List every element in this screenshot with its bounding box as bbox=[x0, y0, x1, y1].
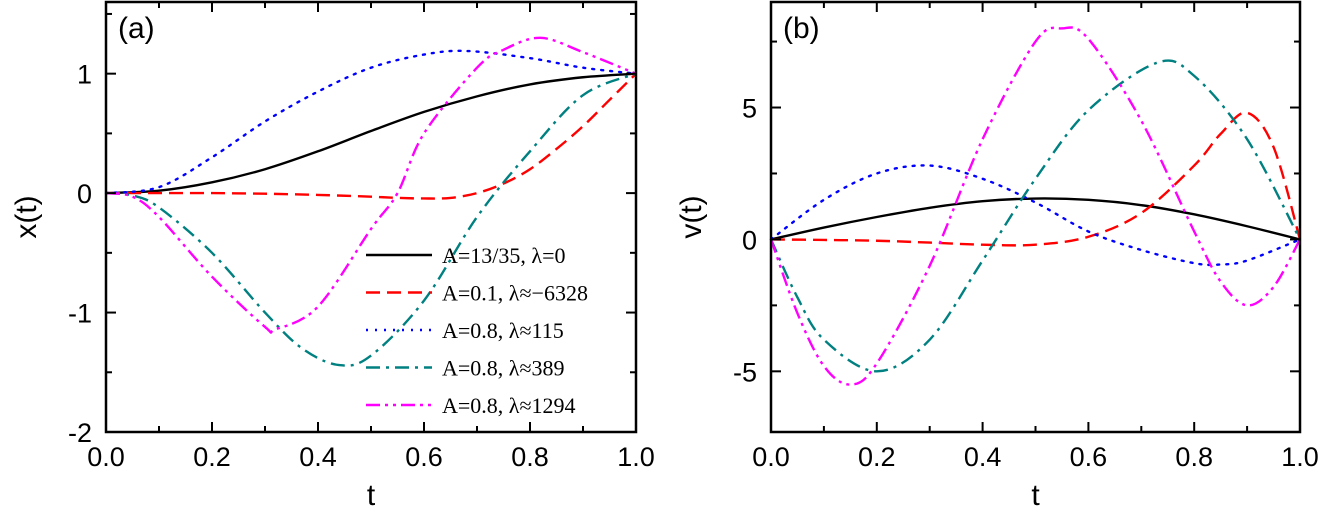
x-axis-label: t bbox=[1031, 479, 1040, 512]
panel-label: (a) bbox=[118, 12, 155, 45]
legend-label-4: A=0.8, λ≈1294 bbox=[442, 393, 576, 418]
legend-label-3: A=0.8, λ≈389 bbox=[442, 356, 565, 381]
y-axis-label: v(t) bbox=[675, 195, 708, 238]
legend-label-1: A=0.1, λ≈−6328 bbox=[442, 281, 588, 306]
x-tick-label: 0.4 bbox=[964, 442, 1002, 472]
x-tick-label: 0.2 bbox=[858, 442, 896, 472]
series-line-0 bbox=[770, 197, 1301, 241]
series-line-2 bbox=[769, 164, 1302, 267]
x-tick-label: 0.8 bbox=[511, 442, 549, 472]
panel-a: 0.0 0.2 0.4 0.6 0.8 1.0 -2 -1 0 1 t x(t) (a) A=13/35,… bbox=[10, 0, 655, 512]
x-tick-label: 0.6 bbox=[1070, 442, 1108, 472]
legend-label-2: A=0.8, λ≈115 bbox=[442, 318, 564, 343]
y-tick-label: 1 bbox=[77, 60, 92, 90]
y-tick-label: 5 bbox=[742, 94, 757, 124]
y-tick-label: 0 bbox=[77, 179, 92, 209]
x-tick-label: 0.2 bbox=[193, 442, 231, 472]
series-line-0 bbox=[105, 72, 637, 195]
legend-label-0: A=13/35, λ=0 bbox=[442, 243, 565, 268]
series-line-3 bbox=[105, 72, 637, 367]
y-axis-label: x(t) bbox=[10, 195, 43, 238]
y-tick-label: -2 bbox=[68, 418, 92, 448]
x-tick-label: 0.8 bbox=[1175, 442, 1213, 472]
x-tick-label: 0.0 bbox=[87, 442, 125, 472]
x-tick-label: 0.4 bbox=[299, 442, 337, 472]
y-tick-label: -5 bbox=[733, 357, 757, 387]
y-tick-label: -1 bbox=[68, 299, 92, 329]
series-line-4 bbox=[769, 26, 1302, 386]
panel-b: 0.0 0.2 0.4 0.6 0.8 1.0 -5 0 5 t v(t) (b) bbox=[675, 0, 1319, 512]
series-line-1 bbox=[106, 72, 637, 200]
legend: A=13/35, λ=0 A=0.1, λ≈−6328 A=0.8, λ≈115 A=… bbox=[366, 243, 588, 418]
series-line-4 bbox=[105, 36, 637, 334]
panel-label: (b) bbox=[783, 12, 820, 45]
x-axis-label: t bbox=[367, 479, 376, 512]
plot-frame bbox=[769, 0, 1302, 434]
x-tick-label: 0.0 bbox=[752, 442, 790, 472]
series-line-1 bbox=[770, 111, 1302, 247]
y-tick-label: 0 bbox=[742, 225, 757, 255]
series-line-2 bbox=[104, 49, 638, 195]
x-tick-label: 1.0 bbox=[617, 442, 655, 472]
series-line-3 bbox=[769, 59, 1302, 373]
x-tick-label: 1.0 bbox=[1281, 442, 1319, 472]
x-tick-label: 0.6 bbox=[405, 442, 443, 472]
